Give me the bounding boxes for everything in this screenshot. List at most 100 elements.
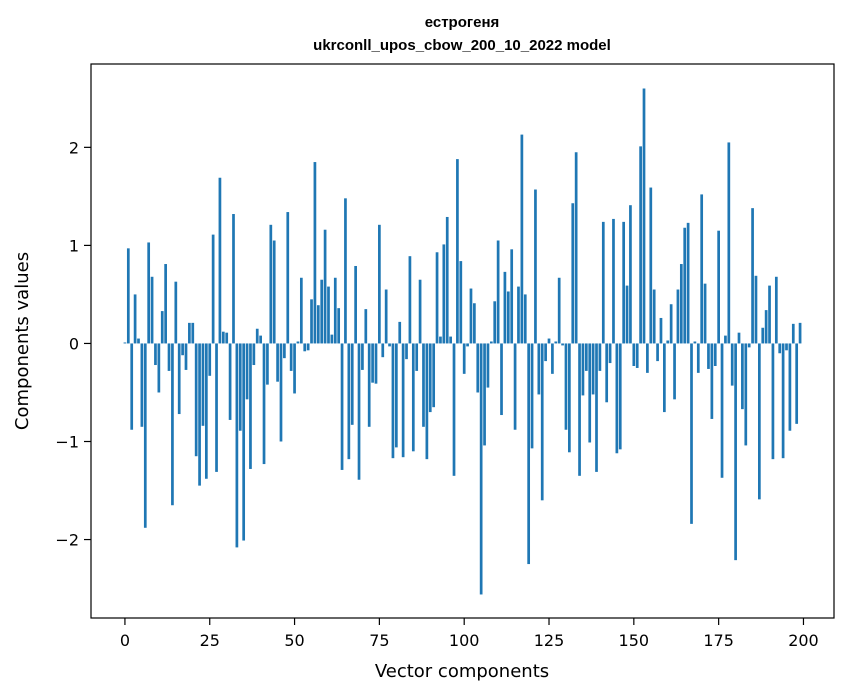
x-tick-label-125: 125 [534,631,565,650]
bar-102 [469,288,473,344]
bar-63 [337,308,341,344]
bar-103 [473,303,476,344]
bar-132 [571,203,575,344]
bar-136 [584,343,588,371]
bar-0 [123,342,127,344]
bar-166 [686,222,690,344]
bar-125 [547,338,551,344]
bar-42 [266,343,269,385]
bar-19 [188,322,191,344]
bar-192 [774,276,778,344]
bar-45 [276,343,279,382]
bar-101 [466,343,469,347]
y-tick-label-1: 1 [69,236,79,255]
bar-17 [181,343,184,356]
bar-91 [432,343,436,408]
bar-154 [646,343,649,373]
bar-117 [520,134,524,344]
bar-112 [503,271,507,344]
bar-22 [198,343,201,486]
bar-189 [764,310,768,344]
bar-95 [445,216,449,344]
bar-35 [242,343,246,541]
bar-99 [459,261,463,344]
bar-149 [629,205,632,344]
bar-23 [201,343,205,426]
x-tick-label-50: 50 [284,631,304,650]
bar-8 [150,276,154,344]
bar-98 [456,159,459,344]
bar-160 [666,340,670,344]
bar-50 [293,343,296,394]
bar-195 [785,343,788,351]
bar-138 [591,343,595,395]
y-axis-ticks: −2 −1 0 1 2 [55,138,91,550]
bar-122 [537,343,541,395]
bar-108 [489,341,493,344]
bar-178 [727,142,731,344]
bar-96 [449,336,452,344]
bar-48 [286,212,290,344]
bar-111 [500,343,503,416]
bar-118 [523,294,527,344]
bar-40 [259,335,262,344]
bar-36 [245,343,249,400]
x-tick-label-75: 75 [369,631,389,650]
bar-88 [422,343,425,427]
bar-55 [310,299,313,344]
bar-53 [303,343,307,352]
bar-135 [581,343,585,396]
bar-126 [551,343,554,374]
x-tick-label-0: 0 [120,631,130,650]
bar-174 [713,343,717,366]
bar-86 [415,343,419,371]
bar-56 [313,162,317,344]
bar-33 [235,343,239,548]
bar-184 [747,343,751,348]
bar-197 [791,323,795,344]
bar-141 [601,221,605,344]
bar-29 [221,331,225,344]
bar-46 [279,343,283,442]
bar-144 [612,218,615,344]
bar-115 [513,343,517,430]
bar-76 [381,343,385,358]
bar-194 [781,343,785,459]
x-tick-label-175: 175 [703,631,734,650]
bar-104 [476,343,480,393]
bar-92 [435,252,439,344]
y-tick-label-2: 2 [69,138,79,157]
bar-181 [737,332,741,344]
bar-188 [761,327,765,344]
bar-16 [177,343,181,415]
bar-81 [398,321,402,344]
bar-89 [425,343,429,460]
bar-84 [408,256,412,344]
bar-18 [184,343,188,370]
bar-133 [574,152,578,344]
bar-140 [598,343,602,371]
bar-34 [238,343,242,431]
bar-161 [669,304,673,344]
bar-179 [730,343,734,386]
bar-150 [632,343,636,366]
bar-107 [486,343,490,388]
bar-180 [734,343,737,561]
x-tick-label-100: 100 [449,631,480,650]
bar-37 [249,343,252,469]
x-tick-label-200: 200 [788,631,819,650]
bar-105 [479,343,483,595]
plot-frame [90,63,835,619]
y-tick-label--2: −2 [55,531,79,550]
bar-44 [272,240,276,344]
bar-2 [130,343,134,430]
bar-32 [232,214,235,344]
bar-20 [191,322,195,344]
bar-109 [493,301,497,344]
bar-93 [439,336,442,344]
bar-90 [428,343,432,413]
bar-10 [157,343,161,393]
bar-74 [374,343,378,384]
bar-153 [642,88,646,344]
